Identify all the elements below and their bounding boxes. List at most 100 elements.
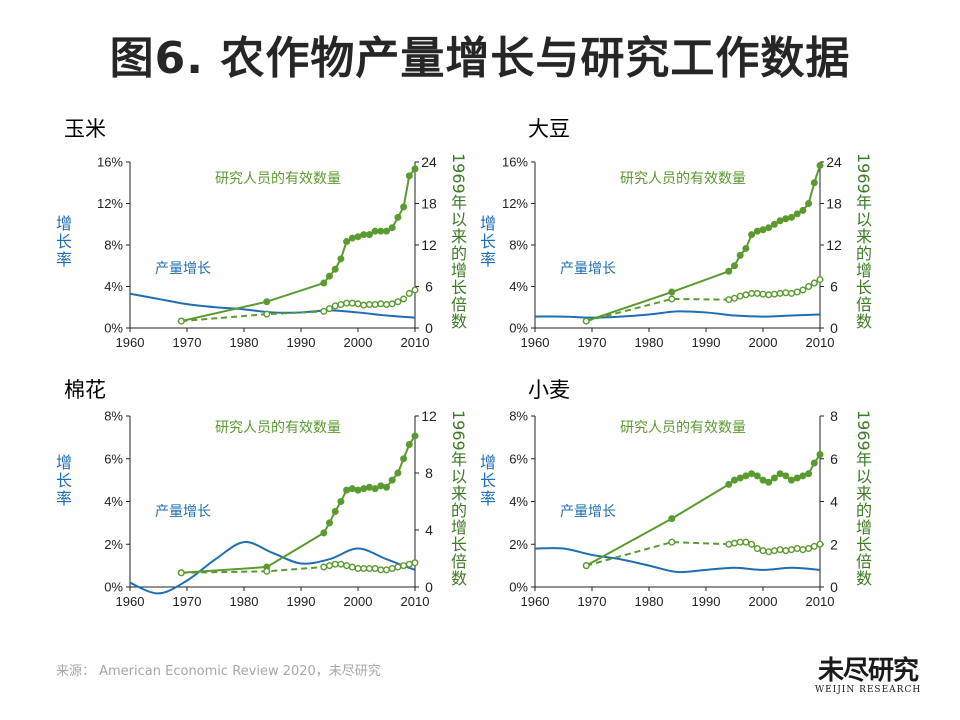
researchers-solid-point [805,199,813,207]
yield-growth-label: 产量增长 [155,261,211,277]
researchers-solid-point [776,470,784,478]
researchers-dashed-point [788,289,796,297]
yield-growth-line [129,292,416,319]
researchers-solid-point [765,478,773,486]
researchers-label: 研究人员的有效数量 [215,420,341,436]
researchers-dashed-point [770,547,778,555]
researchers-solid-point [725,267,733,275]
y-left-tick-label: 4% [509,279,528,294]
x-tick-label: 1970 [173,335,202,350]
right-axis-label-year: 1969 [449,153,468,194]
right-axis-label: 1969 年以来的增长倍数 [854,410,873,587]
researchers-solid-point [799,472,807,480]
y-left-tick-label: 0% [104,321,123,336]
researchers-solid-point [782,472,790,480]
researchers-dashed-point [394,563,402,571]
researchers-dashed-point [326,305,334,313]
researchers-dashed-point [731,539,739,547]
researchers-dashed-point [365,300,373,308]
researchers-dashed-point [776,546,784,554]
researchers-solid-point [360,485,368,493]
researchers-solid-point [782,215,790,223]
researchers-dashed-point [810,542,818,550]
researchers-dashed-point [388,564,396,572]
y-left-tick-label: 16% [502,155,528,170]
researchers-solid-point [348,234,356,242]
y-right-tick-label: 6 [830,279,838,295]
y-left-tick-label: 0% [509,321,528,336]
researchers-solid-point [731,262,739,270]
y-left-tick-label: 12% [97,196,123,211]
y-left-tick-label: 8% [104,238,123,253]
x-tick-label: 2010 [401,335,430,350]
researchers-solid-point [668,288,676,296]
y-right-tick-label: 18 [826,196,842,212]
researchers-solid-point [365,231,373,239]
x-tick-label: 1990 [692,335,721,350]
researchers-label: 研究人员的有效数量 [620,171,746,187]
researchers-solid-point [354,233,362,241]
left-axis-label: 增长率 [479,214,496,269]
researchers-solid-point [725,480,733,488]
researchers-solid-point [331,265,339,273]
researchers-solid-point [388,476,396,484]
researchers-solid-point [331,507,339,515]
chart-panel-2: 棉花 增长率 1969 年以来的增长倍数 1960 1970 1980 1990 2000 201… [0,370,480,640]
x-tick-label: 2000 [749,594,778,609]
researchers-dashed-point [736,292,744,300]
researchers-dashed-point [799,546,807,554]
researchers-label: 研究人员的有效数量 [620,420,746,436]
researchers-solid-point [405,440,413,448]
researchers-dashed-point [360,564,368,572]
researchers-dashed-point [371,300,379,308]
y-left-tick-label: 8% [104,409,123,424]
researchers-dashed-point [816,540,824,548]
chart-svg: 1960 1970 1980 1990 2000 2010 0% 2% 4% 6% 8% 0 2 4 6 8 产… [509,408,838,609]
researchers-solid-point [400,455,408,463]
researchers-solid-point [816,450,824,458]
researchers-solid-point [411,165,419,173]
y-left-tick-label: 2% [509,537,528,552]
x-tick-label: 1970 [173,594,202,609]
researchers-solid-point [320,529,328,537]
researchers-dashed-point [377,300,385,308]
y-left-tick-label: 6% [509,451,528,466]
researchers-solid-point [388,224,396,232]
right-axis-label-text: 年以来的增长倍数 [855,192,872,331]
x-tick-label: 2010 [806,594,835,609]
researchers-dashed-point [582,317,590,325]
y-right-tick-label: 6 [830,451,838,467]
researchers-dashed-point [388,300,396,308]
chart-svg: 1960 1970 1980 1990 2000 2010 0% 4% 8% 12% 16% 0 6 12… [97,154,437,350]
researchers-solid-point [394,213,402,221]
researchers-solid-point [788,476,796,484]
x-tick-label: 1960 [116,335,145,350]
x-tick-label: 2010 [806,335,835,350]
right-axis-label-year: 1969 [854,153,873,194]
x-tick-label: 1990 [287,335,316,350]
researchers-dashed-point [776,289,784,297]
left-axis-label: 增长率 [479,453,496,508]
researchers-dashed-point [320,563,328,571]
researchers-solid-point [770,220,778,228]
y-left-tick-label: 16% [97,155,123,170]
y-right-tick-label: 0 [830,579,838,595]
yield-growth-label: 产量增长 [155,504,211,520]
researchers-solid-point [371,227,379,235]
researchers-solid-point [411,432,419,440]
x-tick-label: 1990 [692,594,721,609]
logo-cn: 未尽研究 [817,656,919,686]
researchers-solid-point [337,497,345,505]
researchers-solid-point [320,279,328,287]
researchers-solid-point [810,459,818,467]
yield-growth-label: 产量增长 [560,261,616,277]
researchers-solid-point [742,472,750,480]
researchers-solid-point [360,231,368,239]
researchers-solid-line [181,168,416,323]
researchers-solid-line [181,435,416,574]
right-axis-label: 1969 年以来的增长倍数 [449,153,468,330]
researchers-solid-point [759,226,767,234]
y-left-tick-label: 12% [502,196,528,211]
researchers-dashed-point [331,560,339,568]
researchers-solid-point [770,474,778,482]
